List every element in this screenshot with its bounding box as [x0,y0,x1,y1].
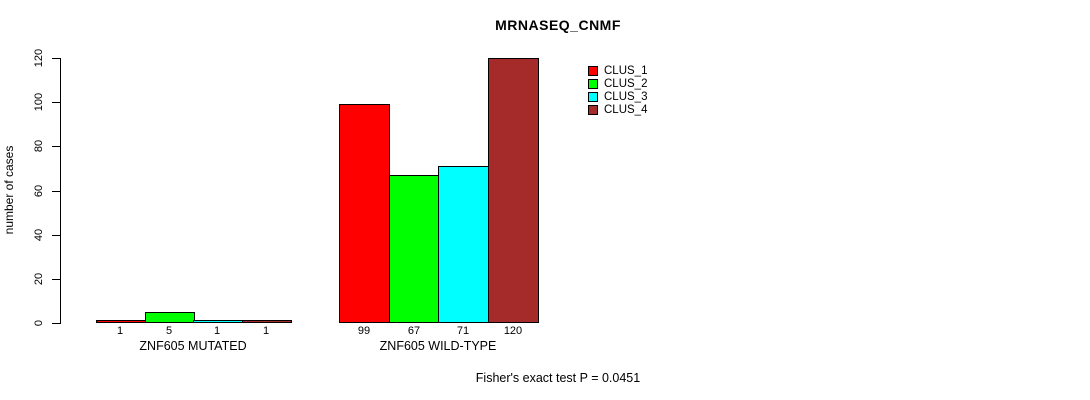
bar-clus_3-wild-type [438,166,489,323]
legend-swatch-clus-2 [588,79,598,89]
y-tick-label: 60 [33,184,45,198]
legend-item-clus-4: CLUS_4 [588,104,648,116]
bar-value-label: 99 [357,325,371,337]
bar-value-label: 1 [262,325,270,337]
bar-clus_4-mutated [242,320,292,323]
legend-item-clus-2: CLUS_2 [588,78,648,90]
bar-value-label: 71 [456,325,470,337]
y-tick-label: 20 [33,272,45,286]
bar-clus_2-mutated [145,312,195,323]
y-tick-mark [52,279,60,280]
chart-title: MRNASEQ_CNMF [495,17,621,33]
legend-label-clus-4: CLUS_4 [604,104,648,116]
y-axis-line [60,58,61,324]
bar-value-label: 67 [407,325,421,337]
bar-value-label: 1 [213,325,221,337]
y-tick-mark [52,235,60,236]
y-tick-label: 100 [33,92,45,112]
legend-item-clus-3: CLUS_3 [588,91,648,103]
legend-label-clus-2: CLUS_2 [604,78,648,90]
bar-clus_2-wild-type [389,175,440,323]
y-tick-label: 0 [33,319,45,327]
legend-item-clus-1: CLUS_1 [588,65,648,77]
bar-value-label: 1 [116,325,124,337]
y-tick-label: 80 [33,139,45,153]
legend-swatch-clus-1 [588,66,598,76]
y-tick-mark [52,58,60,59]
y-tick-label: 120 [33,48,45,68]
bar-value-label: 5 [165,325,173,337]
stat-annotation: Fisher's exact test P = 0.0451 [475,371,641,385]
bar-clus_1-mutated [96,320,146,323]
bar-clus_4-wild-type [488,58,539,323]
bar-clus_3-mutated [193,320,243,323]
y-tick-mark [52,191,60,192]
y-tick-mark [52,102,60,103]
legend-swatch-clus-4 [588,105,598,115]
y-tick-label: 40 [33,228,45,242]
legend: CLUS_1 CLUS_2 CLUS_3 CLUS_4 [588,65,648,116]
legend-label-clus-1: CLUS_1 [604,65,648,77]
y-tick-mark [52,323,60,324]
legend-label-clus-3: CLUS_3 [604,91,648,103]
y-axis-label: number of cases [2,145,16,235]
group-label-wild-type: ZNF605 WILD-TYPE [379,339,497,353]
group-label-mutated: ZNF605 MUTATED [139,339,247,353]
bar-clus_1-wild-type [339,104,390,323]
y-tick-mark [52,146,60,147]
legend-swatch-clus-3 [588,92,598,102]
bar-value-label: 120 [503,325,523,337]
